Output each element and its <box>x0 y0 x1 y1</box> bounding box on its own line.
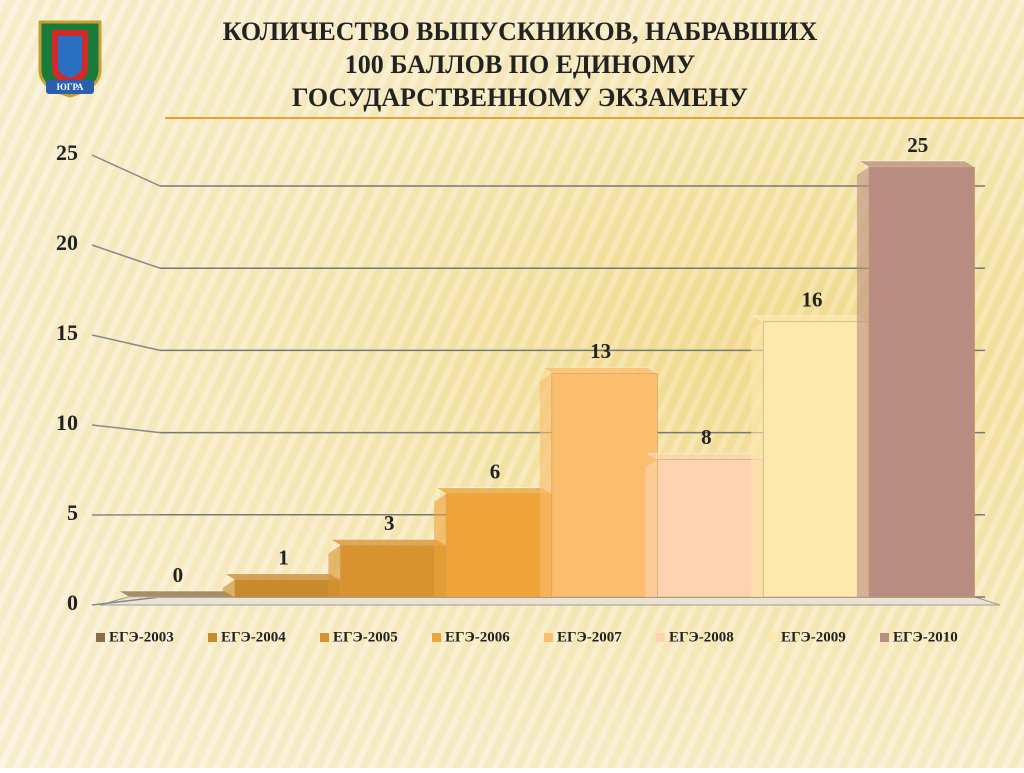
data-label: 1 <box>278 546 289 570</box>
legend-swatch <box>768 633 777 642</box>
bar <box>763 322 869 597</box>
legend-swatch <box>96 633 105 642</box>
legend-label: ЕГЭ-2010 <box>893 629 958 645</box>
data-label: 25 <box>907 133 928 157</box>
legend-label: ЕГЭ-2005 <box>333 629 398 645</box>
bar-top <box>436 488 552 494</box>
bar-side <box>540 373 552 597</box>
legend-label: ЕГЭ-2006 <box>445 629 510 645</box>
legend-label: ЕГЭ-2004 <box>221 629 286 645</box>
bar-top <box>859 161 975 167</box>
bar-top <box>330 539 446 545</box>
bar-top <box>648 453 764 459</box>
bar-top <box>119 591 235 597</box>
data-label: 0 <box>173 563 184 587</box>
legend-swatch <box>208 633 217 642</box>
tick-line <box>92 245 160 268</box>
bar-side <box>434 494 446 597</box>
legend-swatch <box>656 633 665 642</box>
legend-label: ЕГЭ-2008 <box>669 629 734 645</box>
bar-side <box>857 167 869 597</box>
bar <box>658 459 764 597</box>
bar <box>446 494 552 597</box>
legend-label: ЕГЭ-2007 <box>557 629 622 645</box>
y-tick-label: 20 <box>56 230 78 255</box>
bar-side <box>328 545 340 597</box>
bar-top <box>542 367 658 373</box>
data-label: 16 <box>802 288 823 312</box>
y-tick-label: 0 <box>67 590 78 615</box>
data-label: 13 <box>590 339 611 363</box>
legend-swatch <box>544 633 553 642</box>
legend-label: ЕГЭ-2009 <box>781 629 846 645</box>
bar-top <box>753 316 869 322</box>
bar <box>552 373 658 597</box>
tick-line <box>92 155 160 186</box>
legend-swatch <box>880 633 889 642</box>
y-tick-label: 15 <box>56 320 78 345</box>
bar <box>340 545 446 597</box>
bar <box>869 167 975 597</box>
bar <box>235 580 341 597</box>
y-tick-label: 10 <box>56 410 78 435</box>
bar-side <box>646 459 658 597</box>
legend-label: ЕГЭ-2003 <box>109 629 174 645</box>
logo: ЮГРА <box>40 22 100 96</box>
y-tick-label: 25 <box>56 140 78 165</box>
bar-top <box>225 574 341 580</box>
legend-swatch <box>432 633 441 642</box>
data-label: 8 <box>701 425 712 449</box>
y-tick-label: 5 <box>67 500 78 525</box>
bar-side <box>223 580 235 597</box>
legend-swatch <box>320 633 329 642</box>
bar-side <box>751 322 763 597</box>
data-label: 6 <box>490 460 501 484</box>
data-label: 3 <box>384 511 395 535</box>
logo-text: ЮГРА <box>57 82 84 92</box>
tick-line <box>92 335 160 350</box>
tick-line <box>92 425 160 433</box>
